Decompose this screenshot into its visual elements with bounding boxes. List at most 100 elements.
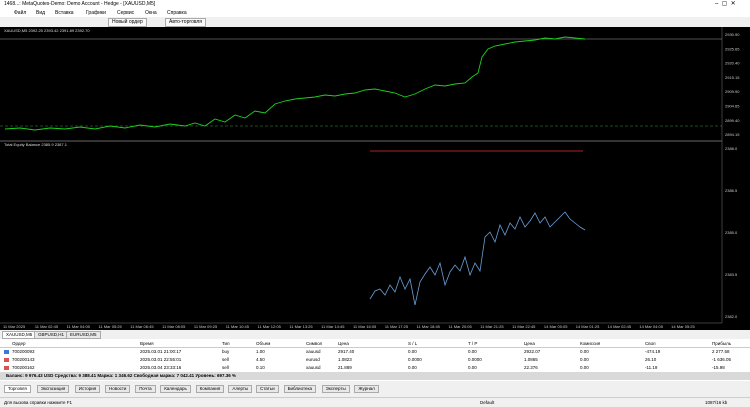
time-axis-label: 11 Mar 2025 <box>3 324 26 329</box>
column-header[interactable]: S / L <box>408 341 418 346</box>
table-cell: 4.50 <box>256 357 265 362</box>
menu-item[interactable]: Вставка <box>55 10 74 16</box>
time-axis-label: 11 Mar 13:25 <box>289 324 313 329</box>
table-cell: 0.00 <box>408 349 417 354</box>
indicator-scale-label: 2388.0 <box>725 146 738 151</box>
table-cell: -11.19 <box>645 365 658 370</box>
toolbox-tab[interactable]: История <box>74 385 101 393</box>
window-controls[interactable]: – ▢ ✕ <box>715 1 736 7</box>
table-cell: sell <box>222 357 229 362</box>
table-cell: sell <box>222 365 229 370</box>
window-title: 1468...: MetaQuotes-Demo: Demo Account -… <box>4 1 156 7</box>
column-header[interactable]: T / P <box>468 341 478 346</box>
row-icon <box>4 350 9 354</box>
title-bar: 1468...: MetaQuotes-Demo: Demo Account -… <box>0 0 750 9</box>
table-cell: xauusd <box>306 349 321 354</box>
equity-line <box>369 211 586 306</box>
column-header[interactable]: Тип <box>222 341 230 346</box>
menu-item[interactable]: Вид <box>36 10 46 16</box>
toolbox-tab[interactable]: Почта <box>135 385 156 393</box>
time-axis-label: 11 Mar 16:05 <box>353 324 377 329</box>
indicator-scale-label: 2382.0 <box>725 314 738 319</box>
toolbox-tab[interactable]: Торговля <box>4 385 31 393</box>
time-axis-label: 11 Mar 04:05 <box>67 324 91 329</box>
column-header[interactable]: Своп <box>645 341 656 346</box>
table-cell: 26.10 <box>645 357 657 362</box>
column-header[interactable]: Время <box>140 341 154 346</box>
time-axis-label: 11 Mar 10:45 <box>226 324 250 329</box>
menu-item[interactable]: Файл <box>14 10 27 16</box>
chart-background <box>0 27 750 330</box>
column-header[interactable]: Ордер <box>12 341 26 346</box>
toolbox-tab[interactable]: Эксперты <box>321 385 350 393</box>
column-header[interactable]: Комиссия <box>580 341 601 346</box>
indicator-scale-label: 2386.5 <box>725 188 738 193</box>
time-axis-label: 11 Mar 08:05 <box>162 324 186 329</box>
table-cell: 2025.03.01 21:00:17 <box>140 349 182 354</box>
menu-item[interactable]: Справка <box>167 10 187 16</box>
table-cell: 21.889 <box>338 365 352 370</box>
table-cell: 0.00 <box>580 365 589 370</box>
menu-bar: Файл Вид Вставка Графики Сервис Окна Справка <box>0 9 750 17</box>
column-header[interactable]: Объем <box>256 341 271 346</box>
toolbox-tab[interactable]: Алерты <box>228 385 253 393</box>
table-cell: -1 636.05 <box>712 357 732 362</box>
time-axis-label: 14 Mar 01:25 <box>576 324 600 329</box>
time-axis-label: 14 Mar 00:05 <box>544 324 568 329</box>
table-cell: 0.00 <box>468 349 477 354</box>
menu-item[interactable]: Сервис <box>117 10 135 16</box>
time-axis-label: 14 Mar 04:05 <box>639 324 663 329</box>
table-cell: 0.00 <box>580 357 589 362</box>
toolbox-tab[interactable]: Библиотека <box>283 385 317 393</box>
row-icon <box>4 366 9 370</box>
status-profile: Default <box>480 400 495 405</box>
time-axis-label: 11 Mar 05:25 <box>98 324 122 329</box>
toolbox-tab[interactable]: Журнал <box>354 385 379 393</box>
toolbox-tab[interactable]: Статьи <box>256 385 279 393</box>
table-cell: 22.376 <box>524 365 538 370</box>
toolbox-tabs: Торговля Экспозиция История Новости Почта Кал… <box>0 384 750 394</box>
column-header[interactable]: Цена <box>338 341 349 346</box>
toolbox-tab[interactable]: Экспозиция <box>36 385 70 393</box>
table-cell: 1.00 <box>256 349 265 354</box>
status-traffic: 1087/16 kb <box>705 400 728 405</box>
chart-tab[interactable]: EURUSD,M5 <box>66 331 101 339</box>
column-header[interactable]: Прибыль <box>712 341 732 346</box>
indicator-label: Total Equity Balance 2385.9 2387.1 <box>4 142 68 147</box>
toolbox-tab[interactable]: Новости <box>105 385 131 393</box>
indicator-scale-label: 2383.5 <box>725 272 738 277</box>
menu-item[interactable]: Графики <box>86 10 106 16</box>
table-cell: 0.0000 <box>468 357 482 362</box>
new-order-button[interactable]: Новый ордер <box>108 18 147 27</box>
table-cell: eurusd <box>306 357 320 362</box>
account-summary: Баланс: 9 976.43 USD Средства: 9 388.41 … <box>0 372 750 380</box>
summary-text: Баланс: 9 976.43 USD Средства: 9 388.41 … <box>6 373 237 378</box>
table-cell: 700200143 <box>12 357 35 362</box>
table-cell: 0.10 <box>256 365 265 370</box>
column-header[interactable]: Цена <box>524 341 535 346</box>
status-help: Для вызова справки нажмите F1 <box>4 400 73 405</box>
price-line <box>4 36 586 131</box>
table-cell: 2025.03.01 22:55:01 <box>140 357 182 362</box>
table-cell: xauusd <box>306 365 321 370</box>
header-separator <box>0 347 750 348</box>
toolbox-tab[interactable]: Календарь <box>160 385 191 393</box>
table-cell: 0.00 <box>580 349 589 354</box>
time-axis-label: 14 Mar 02:45 <box>608 324 632 329</box>
price-scale-label: 2915.15 <box>725 75 740 80</box>
price-scale-label: 2930.90 <box>725 32 740 37</box>
price-scale-label: 2920.40 <box>725 61 740 66</box>
price-scale-label: 2909.90 <box>725 89 740 94</box>
time-axis-label: 11 Mar 06:45 <box>130 324 154 329</box>
table-cell: buy <box>222 349 230 354</box>
table-cell: 700200093 <box>12 349 35 354</box>
chart-tab[interactable]: GBPUSD,H1 <box>34 331 69 339</box>
autotrading-button[interactable]: Авто-торговля <box>165 18 207 27</box>
toolbox-tab[interactable]: Компания <box>195 385 225 393</box>
column-header[interactable]: Символ <box>306 341 323 346</box>
menu-item[interactable]: Окна <box>145 10 157 16</box>
time-axis-label: 11 Mar 21:25 <box>480 324 504 329</box>
chart-tab[interactable]: XAUUSD,M5 <box>2 331 37 339</box>
table-cell: 700200162 <box>12 365 35 370</box>
time-axis-label: 11 Mar 02:45 <box>35 324 59 329</box>
